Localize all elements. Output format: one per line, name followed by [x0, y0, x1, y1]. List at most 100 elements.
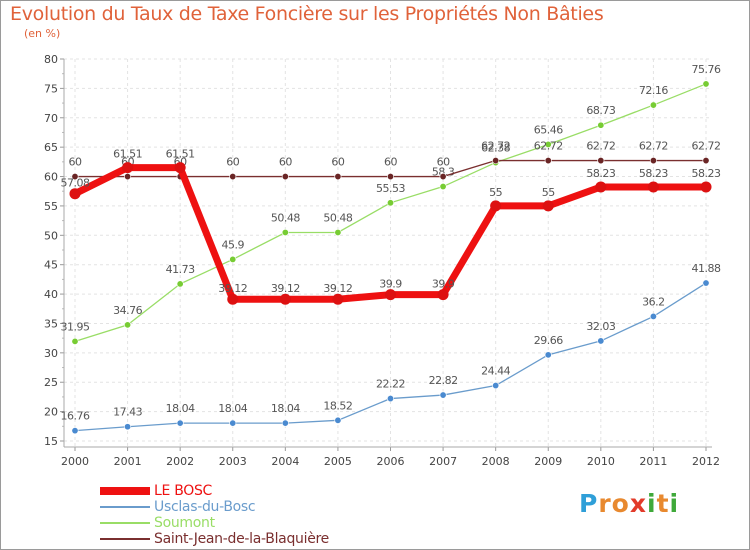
- data-point: [71, 337, 79, 345]
- legend-swatch: [100, 522, 150, 524]
- data-label: 60: [279, 156, 292, 169]
- data-label: 36.2: [642, 295, 665, 308]
- data-label: 75.76: [692, 63, 721, 76]
- data-point: [71, 173, 79, 181]
- y-tick-label: 80: [44, 53, 58, 66]
- data-point: [386, 199, 394, 207]
- data-label: 55.53: [376, 182, 405, 195]
- data-label: 60: [384, 156, 397, 169]
- data-label: 58.23: [639, 167, 668, 180]
- data-point: [281, 173, 289, 181]
- data-label: 22.22: [376, 378, 405, 391]
- data-label: 58.23: [586, 167, 615, 180]
- y-tick-label: 75: [44, 82, 58, 95]
- data-label: 55: [542, 186, 555, 199]
- data-point: [176, 419, 184, 427]
- data-label: 60: [69, 156, 82, 169]
- data-point: [492, 382, 500, 390]
- data-point: [439, 391, 447, 399]
- data-label: 62.72: [639, 140, 668, 153]
- data-label: 16.76: [61, 410, 90, 423]
- x-tick-label: 2001: [114, 455, 142, 468]
- data-point: [649, 312, 657, 320]
- data-label: 39.12: [218, 282, 247, 295]
- logo-letter: i: [647, 489, 657, 518]
- chart-legend: LE BOSC Usclas-du-Bosc Soumont Saint-Jean-d…: [100, 483, 329, 547]
- data-point: [332, 293, 344, 305]
- data-point: [492, 157, 500, 165]
- data-point: [227, 293, 239, 305]
- data-label: 62.72: [692, 140, 721, 153]
- data-label: 34.76: [113, 304, 142, 317]
- data-label: 39.9: [379, 278, 402, 291]
- series-le-bosc: 57.08 61.51 61.51 39.12 39.12 39.12 39.9 39.9 55…: [61, 148, 721, 305]
- data-point: [702, 157, 710, 165]
- data-point: [71, 427, 79, 435]
- x-tick-label: 2012: [692, 455, 720, 468]
- data-point: [439, 173, 447, 181]
- legend-label: Usclas-du-Bosc: [154, 499, 256, 515]
- legend-swatch: [100, 538, 150, 540]
- data-point: [229, 419, 237, 427]
- y-tick-label: 20: [44, 406, 58, 419]
- x-tick-label: 2007: [429, 455, 457, 468]
- data-label: 50.48: [271, 211, 300, 224]
- data-label: 58.23: [692, 167, 721, 180]
- legend-item: Usclas-du-Bosc: [100, 499, 329, 515]
- data-label: 62.72: [586, 140, 615, 153]
- x-tick-label: 2008: [482, 455, 510, 468]
- legend-label: LE BOSC: [154, 483, 213, 499]
- data-label: 57.08: [61, 177, 90, 190]
- data-point: [437, 289, 449, 301]
- data-label: 39.12: [271, 282, 300, 295]
- data-label: 18.04: [218, 402, 247, 415]
- y-tick-label: 25: [44, 376, 58, 389]
- data-label: 60: [331, 156, 344, 169]
- data-point: [544, 351, 552, 359]
- data-label: 50.48: [323, 211, 352, 224]
- data-label: 45.9: [222, 238, 245, 251]
- data-point: [649, 101, 657, 109]
- x-tick-label: 2006: [377, 455, 405, 468]
- y-tick-label: 15: [44, 435, 58, 448]
- data-point: [597, 337, 605, 345]
- data-label: 62.72: [534, 140, 563, 153]
- y-tick-label: 55: [44, 200, 58, 213]
- series-usclas-du-bosc: 16.76 17.43 18.04 18.04 18.04 18.52 22.22 22.82…: [61, 262, 721, 435]
- data-point: [124, 423, 132, 431]
- logo-letter: r: [598, 489, 612, 518]
- data-label: 22.82: [429, 374, 458, 387]
- x-tick-label: 2004: [271, 455, 299, 468]
- data-label: 62.72: [481, 140, 510, 153]
- data-label: 39.12: [323, 282, 352, 295]
- y-tick-label: 45: [44, 259, 58, 272]
- data-label: 62.38: [481, 142, 510, 155]
- data-point: [176, 280, 184, 288]
- data-point: [281, 419, 289, 427]
- data-point: [597, 157, 605, 165]
- data-label: 61.51: [113, 148, 142, 161]
- x-tick-label: 2003: [219, 455, 247, 468]
- data-point: [649, 157, 657, 165]
- data-point: [124, 173, 132, 181]
- data-label: 17.43: [113, 406, 142, 419]
- data-point: [124, 321, 132, 329]
- data-point: [385, 289, 396, 301]
- y-tick-label: 60: [44, 171, 58, 184]
- data-label: 60: [226, 156, 239, 169]
- data-point: [69, 188, 81, 200]
- data-label: 61.51: [166, 148, 195, 161]
- data-point: [702, 80, 710, 88]
- data-point: [279, 293, 291, 305]
- legend-item: Soumont: [100, 515, 329, 531]
- y-tick-label: 35: [44, 317, 58, 330]
- data-point: [595, 181, 607, 193]
- y-tick-label: 30: [44, 347, 58, 360]
- data-point: [544, 157, 552, 165]
- data-label: 18.04: [166, 402, 195, 415]
- legend-label: Soumont: [154, 515, 215, 531]
- logo-letter: t: [656, 489, 670, 518]
- x-tick-label: 2010: [587, 455, 615, 468]
- x-tick-label: 2011: [639, 455, 667, 468]
